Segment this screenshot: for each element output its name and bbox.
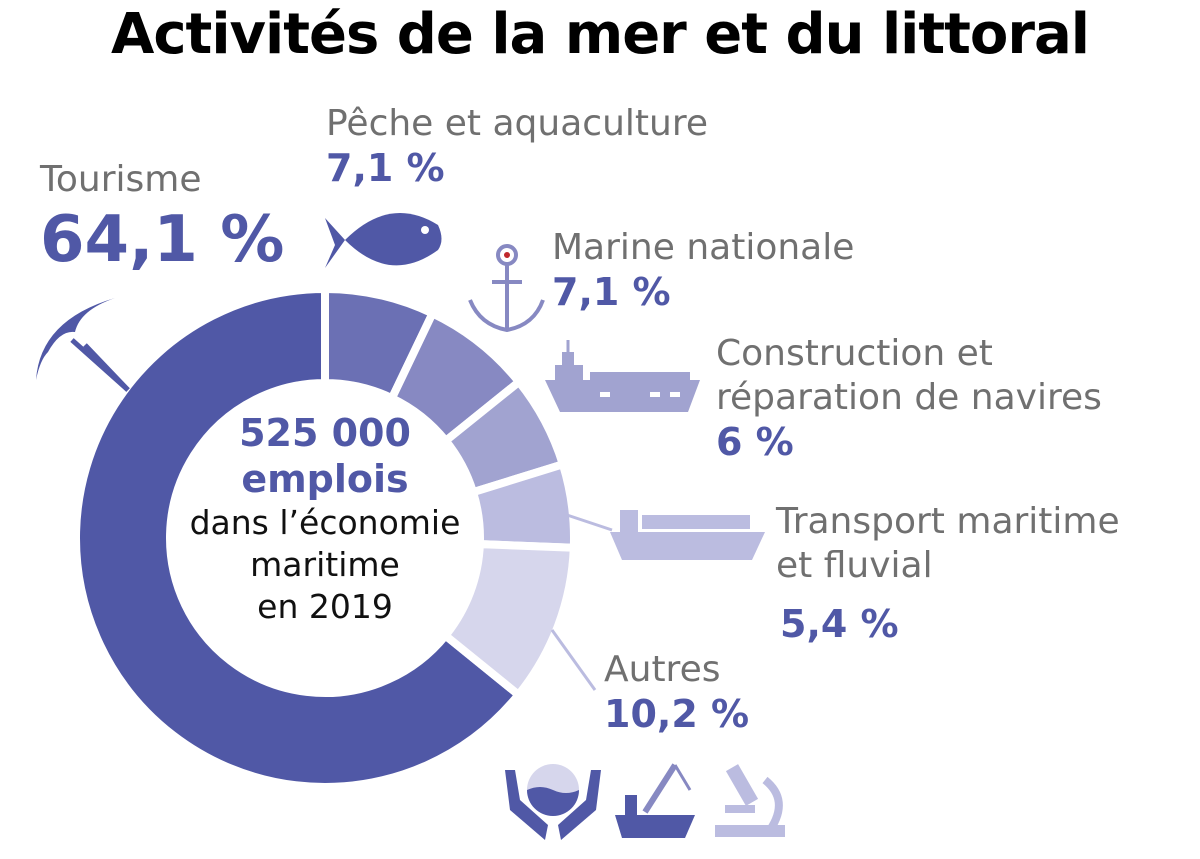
label-name: Tourisme [40,159,202,200]
fish-icon [325,213,442,268]
label-name: Marine nationale [552,227,855,268]
label-value: 7,1 % [326,146,445,190]
umbrella-icon [36,298,130,392]
offshore-rig-icon [615,763,695,838]
center-line-1: dans l’économie [189,503,461,542]
label-value: 7,1 % [552,270,671,314]
label-value: 6 % [716,420,794,464]
transport-leader-line [566,513,613,532]
hands-ocean-icon [505,764,601,840]
label-name-2: et fluvial [776,545,933,586]
label-construction: Construction et réparation de navires 6 … [716,332,1102,464]
label-value: 10,2 % [604,692,750,736]
microscope-icon [715,764,785,837]
label-autres: Autres 10,2 % [604,648,749,736]
slice-tourisme [72,284,525,791]
center-line-2: maritime [250,545,400,584]
label-transport: Transport maritime et fluvial 5,4 % [776,500,1120,646]
anchor-icon [468,244,545,333]
label-value: 64,1 % [40,203,285,277]
label-peche: Pêche et aquaculture 7,1 % [326,102,708,190]
label-name: Construction et [716,333,993,374]
label-name-2: réparation de navires [716,377,1102,418]
warship-icon [545,340,700,412]
label-name: Autres [604,649,721,690]
label-name: Transport maritime [776,501,1120,542]
slice-autres [439,539,578,701]
label-tourisme: Tourisme 64,1 % [40,158,284,278]
total-unit: emplois [241,457,409,501]
center-line-3: en 2019 [257,587,393,626]
anchor-dot [504,252,510,258]
label-marine: Marine nationale 7,1 % [552,226,854,314]
total-jobs: 525 000 [239,411,411,455]
autres-leader-line [550,629,597,691]
label-name: Pêche et aquaculture [326,103,708,144]
donut-center-label: 525 000 emplois dans l’économie maritime… [170,410,480,628]
cargo-ship-icon [610,510,765,560]
label-value: 5,4 % [780,602,899,646]
chart-title: Activités de la mer et du littoral [111,2,1090,67]
